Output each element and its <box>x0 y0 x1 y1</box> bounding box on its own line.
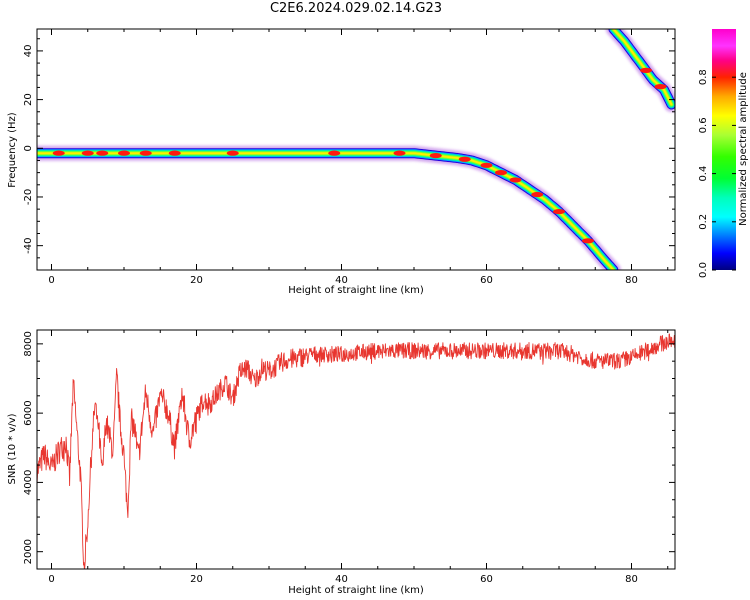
colorbar-tick-label: 0.8 <box>698 69 709 85</box>
spectrogram-y-label: Frequency (Hz) <box>7 112 18 188</box>
spectrogram-plot-area <box>37 29 671 270</box>
spectrogram-panel: 0 20 40 60 80-40-2002040 Height of straight … <box>7 29 675 296</box>
spectrogram-peak <box>495 170 507 175</box>
snr-panel: 0 20 40 60 80 2000 4000 6000 8000 Height of stra… <box>7 330 675 596</box>
spectrogram-peak <box>227 151 239 156</box>
spectrogram-x-tick-label: 80 <box>625 275 638 286</box>
colorbar: 0.0 0.2 0.4 0.6 0.8 Normalized spectral ampl… <box>698 29 749 278</box>
spectrogram-ridge-0-layer-4 <box>37 153 613 270</box>
spectrogram-peak <box>481 163 493 168</box>
spectrogram-x-tick-label: 0 <box>48 275 54 286</box>
snr-series-line <box>37 334 675 571</box>
spectrogram-peak <box>96 151 108 156</box>
spectrogram-peak <box>394 151 406 156</box>
spectrogram-y-tick-label: 40 <box>23 45 34 58</box>
snr-x-tick-label: 20 <box>190 574 203 585</box>
colorbar-tick-label: 0.6 <box>698 117 709 133</box>
spectrogram-peak <box>118 151 130 156</box>
spectrogram-y-tick-label: -20 <box>23 189 34 205</box>
spectrogram-peak <box>582 238 594 243</box>
snr-y-tick-label: 6000 <box>23 400 34 425</box>
snr-x-tick-label: 60 <box>480 574 493 585</box>
snr-x-tick-label: 80 <box>625 574 638 585</box>
snr-y-tick-label: 8000 <box>23 331 34 356</box>
spectrogram-ridge-0-layer-5 <box>37 153 613 270</box>
snr-y-tick-label: 2000 <box>23 539 34 564</box>
spectrogram-peak <box>82 151 94 156</box>
spectrogram-peak <box>140 151 152 156</box>
snr-x-tick-label: 0 <box>48 574 54 585</box>
spectrogram-peak <box>531 192 543 197</box>
spectrogram-peak <box>459 157 471 162</box>
snr-y-label: SNR (10 * v/v) <box>7 413 18 484</box>
colorbar-tick-label: 0.0 <box>698 262 709 278</box>
spectrogram-peak <box>430 153 442 158</box>
colorbar-bar <box>712 29 736 270</box>
spectrogram-peak <box>169 151 181 156</box>
spectrogram-x-tick-label: 20 <box>190 275 203 286</box>
spectrogram-peak <box>655 84 667 89</box>
snr-x-label: Height of straight line (km) <box>288 585 424 596</box>
colorbar-tick-label: 0.2 <box>698 214 709 230</box>
spectrogram-ridge-0-layer-3 <box>37 153 613 270</box>
spectrogram-peak <box>553 209 565 214</box>
spectrogram-ridge-0-layer-2 <box>37 153 613 270</box>
spectrogram-y-tick-label: 0 <box>23 145 34 151</box>
spectrogram-peak <box>640 68 652 73</box>
snr-y-tick-label: 4000 <box>23 470 34 495</box>
spectrogram-y-tick-label: -40 <box>23 237 34 253</box>
snr-plot-area <box>37 334 675 571</box>
snr-frame <box>37 330 675 569</box>
spectrogram-ridge-0-layer-0 <box>37 153 613 270</box>
spectrogram-ridge-0-layer-6 <box>37 153 613 270</box>
spectrogram-x-label: Height of straight line (km) <box>288 285 424 296</box>
spectrogram-peak <box>53 151 65 156</box>
colorbar-tick-label: 0.4 <box>698 166 709 182</box>
spectrogram-ridge-0-layer-1 <box>37 153 613 270</box>
snr-ticks: 0 20 40 60 80 2000 4000 6000 8000 <box>23 330 675 585</box>
spectrogram-y-tick-label: 20 <box>23 93 34 106</box>
colorbar-label: Normalized spectral amplitude <box>738 72 749 226</box>
spectrogram-peak <box>510 177 522 182</box>
spectrogram-x-tick-label: 60 <box>480 275 493 286</box>
snr-x-tick-label: 40 <box>335 574 348 585</box>
spectrogram-peak <box>328 151 340 156</box>
